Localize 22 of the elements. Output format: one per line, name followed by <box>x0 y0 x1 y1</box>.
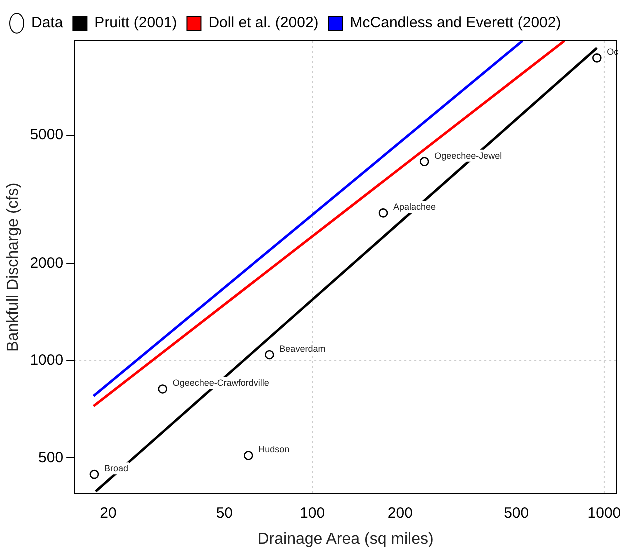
x-tick-label: 500 <box>504 504 530 522</box>
legend-label: Data <box>32 14 64 32</box>
y-tick-label: 5000 <box>30 126 64 144</box>
y-axis-title: Bankfull Discharge (cfs) <box>5 182 22 352</box>
x-tick-label: 20 <box>100 504 117 522</box>
y-tick-label: 1000 <box>30 352 64 370</box>
x-tick-label: 1000 <box>588 504 622 522</box>
annotation: Hudson <box>258 444 290 455</box>
legend-label: McCandless and Everett (2002) <box>350 14 562 32</box>
annotation: Broad <box>104 464 128 474</box>
annotation: Ogeechee-Jewel <box>434 150 502 161</box>
annotation: Beaverdam <box>280 344 326 354</box>
x-tick-label: 50 <box>216 504 234 522</box>
x-tick-label: 200 <box>388 504 413 522</box>
annotation: Apalachee <box>394 202 436 212</box>
legend-label: Doll et al. (2002) <box>208 14 319 32</box>
y-tick-label: 500 <box>38 449 64 466</box>
y-tick-label: 2000 <box>30 254 64 272</box>
x-axis-title: Drainage Area (sq miles) <box>258 530 434 548</box>
annotation: Ogeechee-Crawfordville <box>172 378 270 388</box>
x-tick-label: 100 <box>300 504 326 522</box>
legend-label: Pruitt (2001) <box>94 14 178 32</box>
